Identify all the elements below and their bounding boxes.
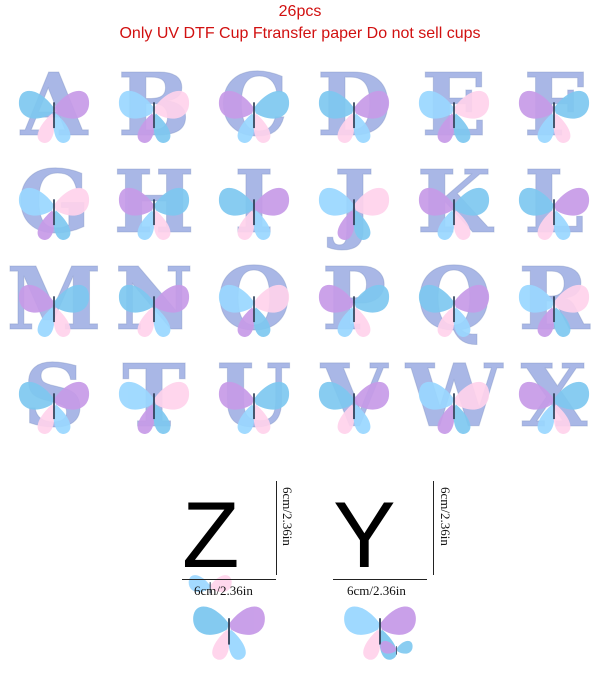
- letter-tile-b: B: [108, 60, 200, 152]
- butterfly-icon: [418, 381, 490, 434]
- letter-tile-z: Z: [182, 481, 276, 660]
- letter-tile-n: N: [108, 254, 200, 346]
- letter-y: Y: [333, 482, 396, 587]
- letter-tile-y: Y: [333, 481, 427, 660]
- letter-tile-j: J: [308, 157, 400, 249]
- butterfly-icon: [518, 284, 590, 337]
- butterfly-icon: [518, 381, 590, 434]
- letter-tile-r: R: [508, 254, 600, 346]
- butterfly-icon: [418, 284, 490, 337]
- letter-tile-m: M: [6, 254, 102, 346]
- piece-count: 26pcs: [278, 3, 322, 20]
- butterfly-icon: [418, 90, 490, 143]
- z-height-line: [276, 481, 277, 575]
- butterfly-icon: [518, 187, 590, 240]
- letter-tile-e: E: [408, 60, 500, 152]
- letter-tile-i: I: [208, 157, 300, 249]
- butterfly-icon: [118, 381, 190, 434]
- product-note: Only UV DTF Cup Ftransfer paper Do not s…: [119, 25, 481, 42]
- butterfly-icon: [18, 90, 90, 143]
- letter-tile-a: A: [8, 60, 100, 152]
- butterfly-icon: [518, 90, 590, 143]
- z-width-line: [182, 579, 276, 580]
- butterfly-icon: [18, 187, 90, 240]
- butterfly-icon: [318, 90, 390, 143]
- y-height-line: [433, 481, 434, 575]
- butterfly-icon: [18, 381, 90, 434]
- butterfly-icon: [318, 381, 390, 434]
- z-width-label: 6cm/2.36in: [194, 583, 253, 598]
- letter-tile-f: F: [508, 60, 600, 152]
- z-height-label: 6cm/2.36in: [280, 487, 295, 546]
- y-width-line: [333, 579, 427, 580]
- letter-tile-q: Q: [408, 254, 500, 346]
- butterfly-icon: [318, 284, 390, 337]
- butterfly-icon: [118, 187, 190, 240]
- butterfly-icon: [118, 284, 190, 337]
- butterfly-icon: [418, 187, 490, 240]
- butterfly-icon: [318, 187, 390, 240]
- butterfly-icon: [118, 90, 190, 143]
- letter-tile-v: V: [308, 351, 400, 443]
- butterfly-icon: [18, 284, 90, 337]
- letter-tile-g: G: [8, 157, 100, 249]
- letter-tile-w: W: [405, 351, 503, 443]
- letter-tile-k: K: [408, 157, 500, 249]
- y-height-label: 6cm/2.36in: [438, 487, 453, 546]
- letter-tile-h: H: [108, 157, 200, 249]
- butterfly-icon: [218, 284, 290, 337]
- butterfly-icon: [218, 90, 290, 143]
- letter-tile-l: L: [508, 157, 600, 249]
- letter-tile-o: O: [208, 254, 300, 346]
- letter-tile-u: U: [208, 351, 300, 443]
- letter-tile-x: X: [508, 351, 600, 443]
- letter-tile-t: T: [108, 351, 200, 443]
- letter-tile-d: D: [308, 60, 400, 152]
- letter-tile-c: C: [208, 60, 300, 152]
- letter-tile-s: S: [8, 351, 100, 443]
- butterfly-icon: [218, 381, 290, 434]
- y-width-label: 6cm/2.36in: [347, 583, 406, 598]
- butterfly-icon: [218, 187, 290, 240]
- letter-tile-p: P: [308, 254, 400, 346]
- letter-z: Z: [182, 482, 240, 587]
